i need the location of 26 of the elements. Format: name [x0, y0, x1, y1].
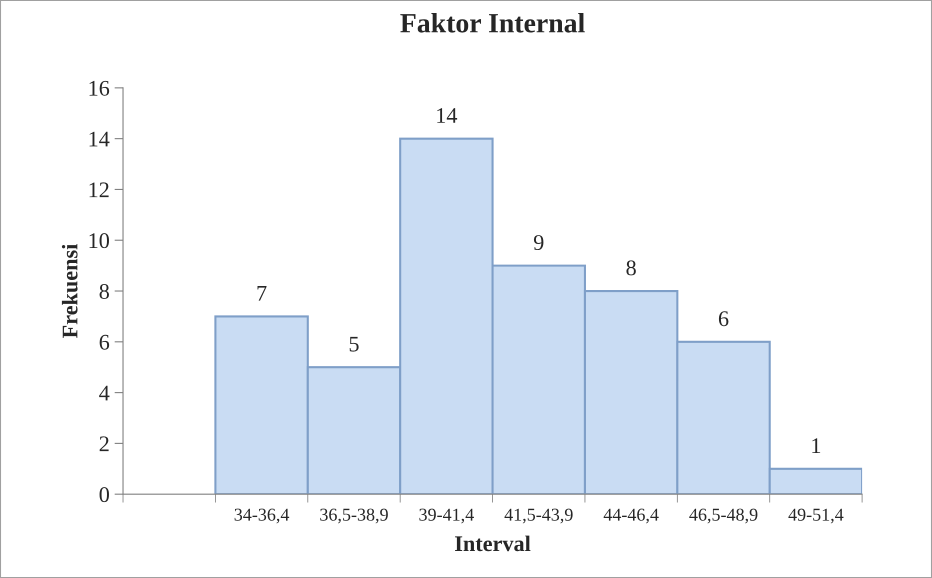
data-label: 8	[626, 260, 636, 276]
y-axis-title: Frekuensi	[62, 244, 78, 338]
y-tick-label: 10	[90, 233, 109, 248]
y-tick-label: 0	[100, 487, 109, 502]
y-tick-label: 4	[99, 386, 110, 400]
x-tick-label: 44-46,4	[604, 508, 659, 524]
y-tick-label: 8	[100, 284, 109, 299]
y-tick-label: 14	[90, 132, 110, 146]
y-tick-label: 6	[100, 334, 110, 350]
x-tick-label: 34-36,4	[234, 508, 290, 524]
y-tick-label: 12	[90, 182, 109, 198]
x-axis-title: Interval	[455, 536, 530, 552]
data-label: 5	[350, 336, 359, 352]
x-tick-label: 41,5-43,9	[504, 508, 573, 524]
data-label: 6	[718, 311, 728, 326]
y-tick-label: 16	[90, 80, 110, 96]
data-label: 1	[812, 438, 820, 453]
data-label: 14	[437, 108, 458, 123]
data-label: 7	[258, 286, 267, 301]
y-tick-label: 2	[100, 436, 109, 452]
x-tick-label: 39-41,4	[419, 508, 474, 524]
x-tick-label: 36,5-38,9	[320, 508, 388, 524]
x-tick-label: 46,5-48,9	[689, 508, 758, 524]
data-label: 9	[534, 235, 544, 250]
chart-title: Faktor Internal	[400, 13, 585, 33]
x-tick-label: 49-51,4	[788, 508, 844, 524]
